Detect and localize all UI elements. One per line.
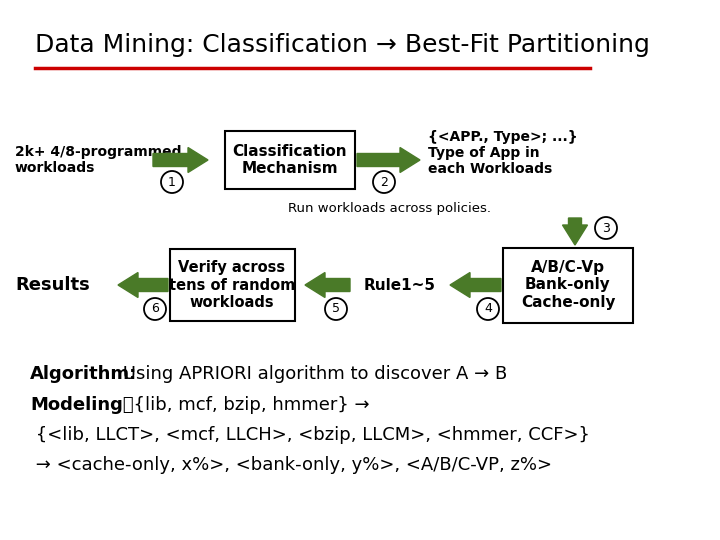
Text: A/B/C-Vp
Bank-only
Cache-only: A/B/C-Vp Bank-only Cache-only <box>521 260 616 310</box>
Text: Data Mining: Classification → Best-Fit Partitioning: Data Mining: Classification → Best-Fit P… <box>35 33 650 57</box>
Text: 4: 4 <box>484 302 492 315</box>
Text: Run workloads across policies.: Run workloads across policies. <box>289 202 492 215</box>
Circle shape <box>325 298 347 320</box>
Circle shape <box>477 298 499 320</box>
Polygon shape <box>118 273 168 298</box>
Circle shape <box>161 171 183 193</box>
FancyBboxPatch shape <box>169 249 294 321</box>
Circle shape <box>144 298 166 320</box>
Polygon shape <box>153 147 208 172</box>
Text: Classification
Mechanism: Classification Mechanism <box>233 144 347 176</box>
Text: {lib, mcf, bzip, hmmer} →: {lib, mcf, bzip, hmmer} → <box>122 396 369 414</box>
FancyBboxPatch shape <box>225 131 355 189</box>
Text: {<lib, LLCT>, <mcf, LLCH>, <bzip, LLCM>, <hmmer, CCF>}: {<lib, LLCT>, <mcf, LLCH>, <bzip, LLCM>,… <box>30 426 590 444</box>
Text: 6: 6 <box>151 302 159 315</box>
Text: Results: Results <box>15 276 90 294</box>
Text: {<APP., Type>; ...}
Type of App in
each Workloads: {<APP., Type>; ...} Type of App in each … <box>428 130 577 177</box>
Polygon shape <box>357 147 420 172</box>
Text: 1: 1 <box>168 176 176 188</box>
Text: Using APRIORI algorithm to discover A → B: Using APRIORI algorithm to discover A → … <box>117 365 508 383</box>
Circle shape <box>373 171 395 193</box>
Text: Verify across
tens of random
workloads: Verify across tens of random workloads <box>168 260 295 310</box>
Text: → <cache-only, x%>, <bank-only, y%>, <A/B/C-VP, z%>: → <cache-only, x%>, <bank-only, y%>, <A/… <box>30 456 552 474</box>
Text: Rule1~5: Rule1~5 <box>364 278 436 293</box>
Text: Modeling：: Modeling： <box>30 396 134 414</box>
Text: 2: 2 <box>380 176 388 188</box>
Polygon shape <box>305 273 350 298</box>
Text: 2k+ 4/8-programmed
workloads: 2k+ 4/8-programmed workloads <box>15 145 181 175</box>
Circle shape <box>595 217 617 239</box>
Text: 3: 3 <box>602 221 610 234</box>
Polygon shape <box>562 218 588 245</box>
FancyBboxPatch shape <box>503 247 633 322</box>
Text: 5: 5 <box>332 302 340 315</box>
Polygon shape <box>450 273 501 298</box>
Text: Algorithm:: Algorithm: <box>30 365 138 383</box>
